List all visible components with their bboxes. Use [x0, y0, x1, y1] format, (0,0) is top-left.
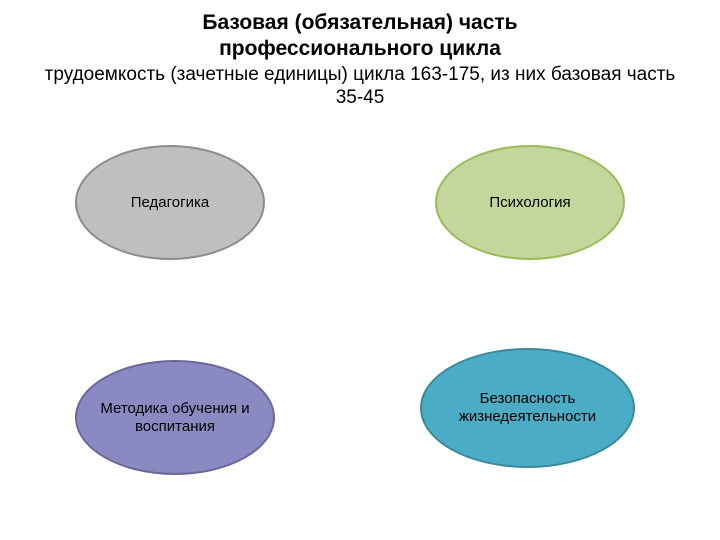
title-block: Базовая (обязательная) часть профессиона…	[0, 0, 720, 110]
ellipse-node-2: Методика обучения и воспитания	[75, 360, 275, 475]
ellipse-label: Педагогика	[131, 194, 209, 212]
ellipse-node-0: Педагогика	[75, 145, 265, 260]
ellipse-label: Методика обучения и воспитания	[87, 400, 263, 436]
ellipse-node-3: Безопасность жизнедеятельности	[420, 348, 635, 468]
title-line-1: Базовая (обязательная) часть	[30, 10, 690, 36]
ellipse-label: Психология	[489, 194, 570, 212]
ellipse-label: Безопасность жизнедеятельности	[432, 390, 623, 426]
ellipse-node-1: Психология	[435, 145, 625, 260]
subtitle: трудоемкость (зачетные единицы) цикла 16…	[30, 63, 690, 111]
title-line-2: профессионального цикла	[30, 36, 690, 62]
